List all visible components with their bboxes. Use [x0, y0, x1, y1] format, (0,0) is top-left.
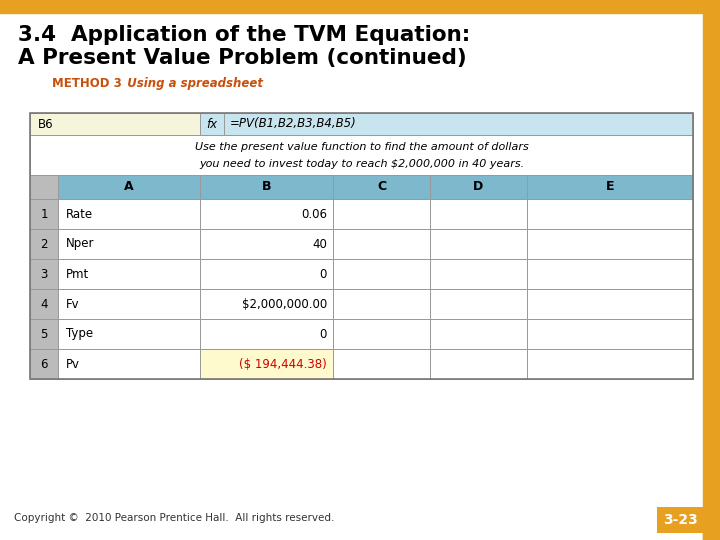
Bar — [333, 259, 430, 289]
Bar — [200, 113, 224, 135]
Text: 3: 3 — [40, 267, 48, 280]
Text: D: D — [473, 180, 484, 193]
Text: 0: 0 — [320, 267, 327, 280]
Bar — [200, 229, 333, 259]
Bar — [657, 507, 703, 533]
Bar — [200, 319, 333, 349]
Bar — [333, 175, 430, 199]
Bar — [58, 289, 200, 319]
Text: Fv: Fv — [66, 298, 80, 310]
Text: 2: 2 — [40, 238, 48, 251]
Bar — [430, 349, 527, 379]
Bar — [527, 199, 693, 229]
Text: Nper: Nper — [66, 238, 94, 251]
Bar — [30, 289, 58, 319]
Bar — [333, 349, 430, 379]
Bar — [703, 526, 720, 540]
Bar — [200, 259, 333, 289]
Text: E: E — [606, 180, 614, 193]
Text: Copyright ©  2010 Pearson Prentice Hall.  All rights reserved.: Copyright © 2010 Pearson Prentice Hall. … — [14, 513, 334, 523]
Bar — [430, 289, 527, 319]
Text: A: A — [124, 180, 134, 193]
Bar — [30, 229, 58, 259]
Bar — [527, 319, 693, 349]
Bar — [333, 229, 430, 259]
Text: A Present Value Problem (continued): A Present Value Problem (continued) — [18, 48, 467, 68]
Bar — [58, 349, 200, 379]
Bar — [200, 289, 333, 319]
Bar — [30, 113, 693, 379]
Text: ($ 194,444.38): ($ 194,444.38) — [239, 357, 327, 370]
Bar — [527, 259, 693, 289]
Bar — [58, 229, 200, 259]
Bar — [527, 349, 693, 379]
Bar — [333, 319, 430, 349]
Bar — [30, 319, 58, 349]
Text: Pv: Pv — [66, 357, 80, 370]
Bar — [30, 135, 693, 175]
Bar — [30, 349, 58, 379]
Bar — [58, 175, 200, 199]
Bar — [30, 175, 58, 199]
Bar — [430, 229, 527, 259]
Text: Pmt: Pmt — [66, 267, 89, 280]
Bar — [527, 175, 693, 199]
Text: Using a spreadsheet: Using a spreadsheet — [119, 77, 263, 90]
Text: 40: 40 — [312, 238, 327, 251]
Text: 5: 5 — [40, 327, 48, 341]
Text: C: C — [377, 180, 386, 193]
Bar — [30, 259, 58, 289]
Text: 6: 6 — [40, 357, 48, 370]
Bar — [30, 113, 200, 135]
Text: 0.06: 0.06 — [301, 207, 327, 220]
Text: Rate: Rate — [66, 207, 93, 220]
Text: you need to invest today to reach $2,000,000 in 40 years.: you need to invest today to reach $2,000… — [199, 159, 524, 169]
Bar — [527, 289, 693, 319]
Bar — [0, 0, 720, 13]
Text: B6: B6 — [38, 118, 53, 131]
Text: METHOD 3: METHOD 3 — [52, 77, 122, 90]
Bar — [333, 289, 430, 319]
Bar — [224, 113, 693, 135]
Bar — [58, 199, 200, 229]
Text: B: B — [262, 180, 271, 193]
Bar — [58, 319, 200, 349]
Bar — [430, 175, 527, 199]
Text: Use the present value function to find the amount of dollars: Use the present value function to find t… — [194, 142, 528, 152]
Text: 3-23: 3-23 — [662, 513, 698, 527]
Bar — [30, 199, 58, 229]
Bar — [527, 229, 693, 259]
Bar — [430, 259, 527, 289]
Text: $2,000,000.00: $2,000,000.00 — [242, 298, 327, 310]
Bar — [333, 199, 430, 229]
Text: 1: 1 — [40, 207, 48, 220]
Bar — [58, 259, 200, 289]
Text: Type: Type — [66, 327, 93, 341]
Bar — [200, 175, 333, 199]
Text: 0: 0 — [320, 327, 327, 341]
Text: 3.4  Application of the TVM Equation:: 3.4 Application of the TVM Equation: — [18, 25, 470, 45]
Bar — [200, 349, 333, 379]
Text: =PV(B1,B2,B3,B4,B5): =PV(B1,B2,B3,B4,B5) — [230, 118, 356, 131]
Bar — [703, 0, 720, 540]
Text: 4: 4 — [40, 298, 48, 310]
Text: fx: fx — [207, 118, 217, 131]
Bar — [200, 199, 333, 229]
Bar — [430, 199, 527, 229]
Bar — [430, 319, 527, 349]
